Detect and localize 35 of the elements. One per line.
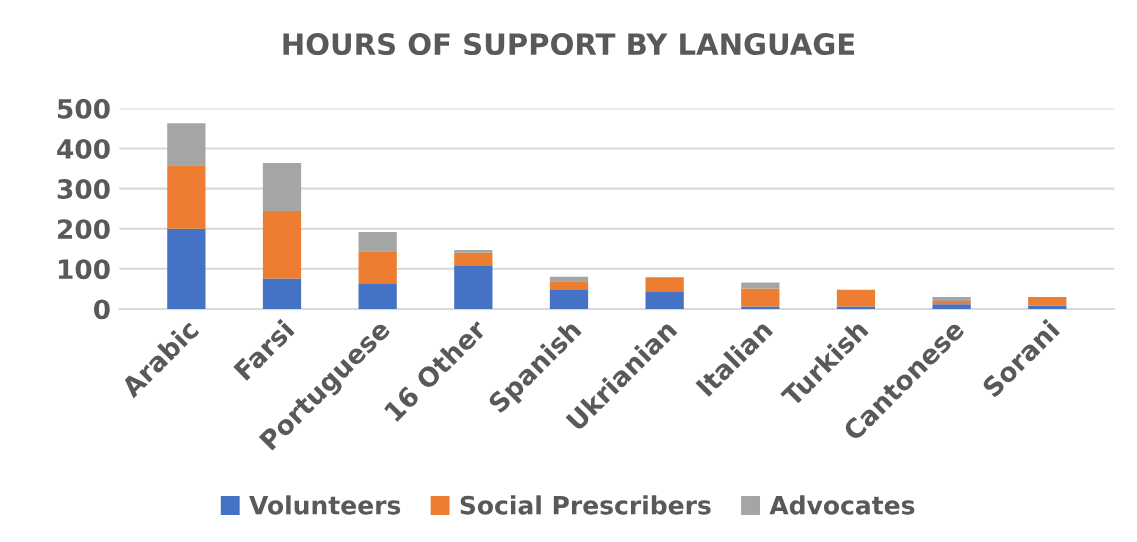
bar [932,296,971,301]
bar [454,265,493,309]
bar [167,228,206,309]
bar [549,276,589,282]
bar [741,288,780,307]
bar [358,251,397,284]
bar [645,291,684,309]
y-tick-label: 100 [58,259,110,280]
y-tick-label: 200 [58,219,110,240]
y-tick-label: 500 [58,98,110,119]
legend-label: Volunteers [249,495,401,515]
bar [932,304,971,309]
bar [454,249,493,253]
bar [454,252,493,266]
bar [358,283,397,309]
bar [549,281,589,290]
bar [645,277,684,292]
bar [549,289,589,309]
legend-label: Social Prescribers [460,495,711,515]
bar [741,282,780,289]
bar [1028,296,1067,306]
bar [167,123,206,166]
bar [167,165,206,229]
y-tick-label: 0 [93,299,110,320]
chart-title: HOURS OF SUPPORT BY LANGUAGE [283,33,855,56]
bar [1028,305,1067,309]
bar [358,231,397,252]
bar [262,162,302,212]
bar [262,211,302,279]
bar [932,300,971,305]
legend-label: Advocates [769,495,915,515]
y-tick-label: 300 [57,179,110,200]
y-tick-label: 400 [57,138,110,159]
bar [262,278,302,309]
bar [836,289,876,307]
